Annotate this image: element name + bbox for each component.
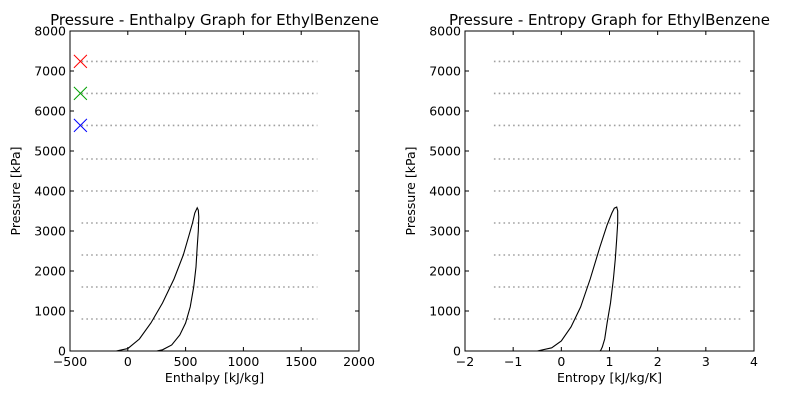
entropy-y-axis-label: Pressure [kPa] <box>403 147 418 236</box>
enthalpy-x-marker <box>73 54 88 69</box>
entropy-y-tick-label: 0 <box>453 344 461 359</box>
entropy-x-tick-label: 4 <box>750 354 758 369</box>
enthalpy-y-tick-label: 2000 <box>34 264 66 279</box>
enthalpy-x-tick-label: −500 <box>53 354 87 369</box>
entropy-chart: Pressure - Entropy Graph for EthylBenzen… <box>403 11 770 385</box>
entropy-x-tick-label: 2 <box>654 354 662 369</box>
entropy-x-tick-label: 1 <box>606 354 614 369</box>
entropy-y-tick-label: 6000 <box>429 104 461 119</box>
enthalpy-x-tick-label: 500 <box>174 354 198 369</box>
enthalpy-y-tick-label: 8000 <box>34 24 66 39</box>
enthalpy-x-marker-stroke <box>73 118 88 133</box>
enthalpy-plot-area <box>69 30 360 352</box>
enthalpy-x-marker <box>73 86 88 101</box>
enthalpy-x-marker <box>73 118 88 133</box>
enthalpy-y-tick-label: 6000 <box>34 104 66 119</box>
entropy-axis-ticks: −2 −1 0 1 2 3 4 0 1000 2000 3000 4000 5000 6000 7000 80… <box>429 24 758 370</box>
entropy-saturation-curve <box>537 206 619 352</box>
enthalpy-plot-lines <box>73 54 318 352</box>
enthalpy-chart-title: Pressure - Enthalpy Graph for EthylBenze… <box>50 11 379 29</box>
enthalpy-y-tick-label: 4000 <box>34 184 66 199</box>
enthalpy-x-tick-label: 1500 <box>285 354 317 369</box>
enthalpy-chart: Pressure - Enthalpy Graph for EthylBenze… <box>8 11 379 385</box>
entropy-x-axis-label: Entropy [kJ/kg/K] <box>557 370 662 385</box>
enthalpy-y-tick-label: 7000 <box>34 64 66 79</box>
enthalpy-x-marker-stroke <box>73 86 88 101</box>
entropy-x-tick-label: −2 <box>456 354 474 369</box>
entropy-y-tick-label: 7000 <box>429 64 461 79</box>
entropy-chart-title: Pressure - Entropy Graph for EthylBenzen… <box>449 11 770 29</box>
enthalpy-saturation-curve <box>116 206 200 352</box>
entropy-plot-lines <box>493 60 742 352</box>
entropy-y-tick-label: 8000 <box>429 24 461 39</box>
entropy-y-tick-label: 2000 <box>429 264 461 279</box>
enthalpy-x-tick-label: 2000 <box>343 354 375 369</box>
entropy-y-tick-label: 5000 <box>429 144 461 159</box>
entropy-y-tick-label: 3000 <box>429 224 461 239</box>
enthalpy-y-tick-label: 5000 <box>34 144 66 159</box>
enthalpy-y-tick-label: 3000 <box>34 224 66 239</box>
entropy-x-tick-label: 0 <box>557 354 565 369</box>
entropy-x-tick-label: 3 <box>702 354 710 369</box>
enthalpy-x-axis-label: Enthalpy [kJ/kg] <box>165 370 264 385</box>
enthalpy-y-axis-label: Pressure [kPa] <box>8 147 23 236</box>
entropy-y-tick-label: 1000 <box>429 304 461 319</box>
enthalpy-y-tick-label: 0 <box>58 344 66 359</box>
enthalpy-x-tick-label: 0 <box>124 354 132 369</box>
entropy-x-tick-label: −1 <box>504 354 522 369</box>
enthalpy-y-tick-label: 1000 <box>34 304 66 319</box>
enthalpy-axis-ticks: −500 0 500 1000 1500 200001000200030004000500… <box>34 24 375 370</box>
entropy-y-tick-label: 4000 <box>429 184 461 199</box>
enthalpy-x-tick-label: 1000 <box>227 354 259 369</box>
enthalpy-x-marker-stroke <box>73 54 88 69</box>
